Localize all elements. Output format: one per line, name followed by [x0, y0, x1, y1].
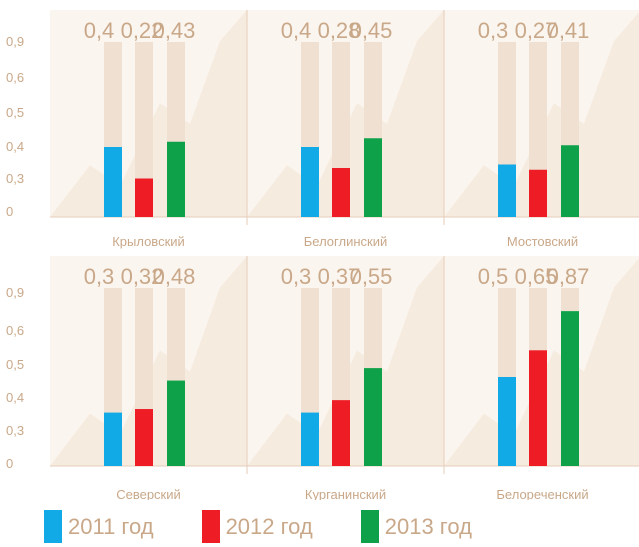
background-ray	[247, 10, 444, 217]
background-ray	[247, 256, 444, 466]
bar-2012	[332, 168, 350, 217]
legend-item-2012: 2012 год	[201, 510, 313, 543]
legend-swatch-2011	[44, 510, 62, 543]
value-label: 0,32	[121, 264, 164, 289]
legend-swatch-2013	[360, 510, 379, 543]
bar-2013	[167, 141, 185, 217]
value-label: 0,3	[84, 264, 115, 289]
value-label: 0,28	[318, 18, 361, 43]
value-label: 0,41	[547, 18, 590, 43]
legend-label-2012: 2012 год	[225, 513, 313, 539]
background-ray	[444, 258, 639, 466]
bar-2011	[104, 412, 122, 466]
background-ray	[50, 10, 247, 217]
chart-area: 00,30,40,50,60,900,30,40,50,60,90,4 0,220…	[6, 10, 639, 500]
y-tick-label: 0,6	[6, 70, 24, 85]
y-tick-label: 0,3	[6, 423, 24, 438]
bar-2011	[498, 164, 516, 217]
value-label: 0,45	[350, 18, 393, 43]
y-tick-label: 0,6	[6, 323, 24, 338]
category-label: Мостовский	[507, 234, 578, 249]
category-label: Курганинский	[305, 487, 386, 500]
category-label: Крыловский	[112, 234, 185, 249]
background-ray	[444, 12, 639, 217]
legend-item-2013: 2013 год	[360, 510, 472, 543]
value-label: 0,37	[318, 264, 361, 289]
bar-2012	[135, 409, 153, 466]
legend-swatch-2012	[201, 510, 220, 543]
y-tick-label: 0,5	[6, 105, 24, 120]
y-tick-label: 0	[6, 204, 13, 219]
bar-2013	[364, 368, 382, 466]
bar-2013	[167, 380, 185, 466]
bar-2012	[332, 400, 350, 466]
value-label: 0,5	[478, 264, 509, 289]
bar-2012	[529, 169, 547, 217]
bar-2013	[561, 311, 579, 466]
value-label: 0,27	[515, 18, 558, 43]
legend-label-2011: 2011 год	[68, 513, 154, 539]
y-tick-label: 0,4	[6, 390, 24, 405]
y-tick-label: 0,3	[6, 171, 24, 186]
value-label: 0,65	[515, 264, 558, 289]
value-label: 0,4	[84, 18, 115, 43]
value-label: 0,48	[153, 264, 196, 289]
category-label: Белореченский	[496, 487, 588, 500]
bar-2011	[498, 377, 516, 466]
background-ray	[50, 256, 247, 466]
y-tick-label: 0,9	[6, 34, 24, 49]
category-label: Белоглинский	[304, 234, 387, 249]
value-label: 0,87	[547, 264, 590, 289]
value-label: 0,3	[478, 18, 509, 43]
bar-2011	[301, 412, 319, 466]
value-label: 0,3	[281, 264, 312, 289]
value-label: 0,43	[153, 18, 196, 43]
legend-label-2013: 2013 год	[384, 513, 472, 539]
category-label: Северский	[116, 487, 181, 500]
value-label: 0,4	[281, 18, 312, 43]
legend: 2011 год 2012 год 2013 год	[44, 510, 512, 543]
legend-item-2011: 2011 год	[44, 510, 154, 543]
bar-2013	[364, 138, 382, 217]
bar-2012	[135, 178, 153, 217]
value-label: 0,55	[350, 264, 393, 289]
bar-track	[135, 42, 153, 217]
y-tick-label: 0,5	[6, 357, 24, 372]
bar-2013	[561, 145, 579, 217]
y-tick-label: 0	[6, 456, 13, 471]
bar-2012	[529, 350, 547, 466]
bar-2011	[104, 147, 122, 217]
bar-2011	[301, 147, 319, 217]
y-tick-label: 0,9	[6, 285, 24, 300]
value-label: 0,22	[121, 18, 164, 43]
y-tick-label: 0,4	[6, 139, 24, 154]
